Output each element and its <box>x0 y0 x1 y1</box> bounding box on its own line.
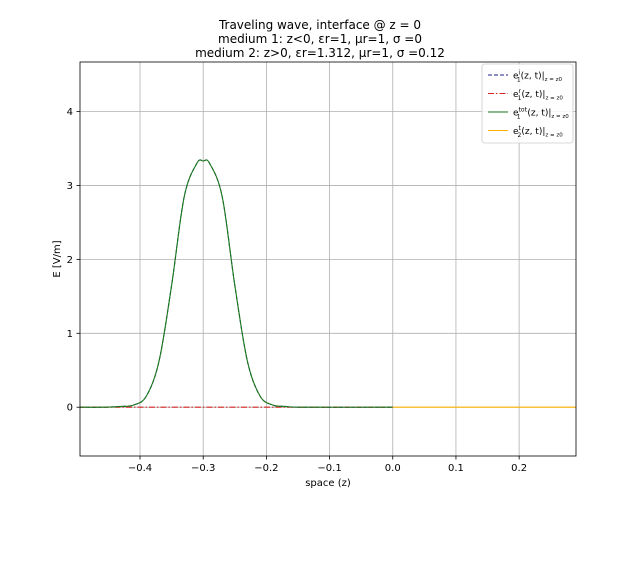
y-tick-label: 2 <box>67 255 73 266</box>
y-tick-label: 1 <box>67 329 73 340</box>
x-tick-label: −0.2 <box>254 463 278 474</box>
x-axis-label: space (z) <box>305 478 351 489</box>
legend-label-e1i-z-t-z-z0: ei 1(z, t)|z = z0 <box>513 70 563 84</box>
legend: ei 1(z, t)|z = z0 er 1(z, t)|z = z0 etot 1 (z,… <box>481 63 574 144</box>
x-tick-label: 0.0 <box>385 463 401 474</box>
chart-title-line-2: medium 1: z<0, εr=1, μr=1, σ =0 <box>218 32 422 46</box>
grid <box>80 62 576 456</box>
chart-title-line-3: medium 2: z>0, εr=1.312, μr=1, σ =0.12 <box>195 46 445 60</box>
legend-label-e1tot-z-t-z-z0: etot 1 (z, t)|z = z0 <box>513 107 569 121</box>
y-tick-label: 0 <box>67 403 73 414</box>
legend-box <box>481 63 574 144</box>
figure: Traveling wave, interface @ z = 0 medium… <box>52 18 577 489</box>
legend-label-e2t-z-t-z-z0: et 2(z, t)|z = z0 <box>513 125 563 139</box>
x-tick-label: 0.2 <box>511 463 527 474</box>
x-tick-label: −0.1 <box>317 463 341 474</box>
x-tick-label: 0.1 <box>448 463 464 474</box>
ticks: −0.4 −0.3 −0.2 −0.1 0.0 0.1 0.2 0 1 2 3 4 <box>67 107 527 474</box>
series-line-e1i-z-t-z-z0 <box>79 159 393 408</box>
series-line-e1tot-z-t-z-z0 <box>79 159 393 408</box>
chart-svg: −0.4 −0.3 −0.2 −0.1 0.0 0.1 0.2 0 1 2 3 4 space (z)… <box>52 61 577 489</box>
legend-label-e1r-z-t-z-z0: er 1(z, t)|z = z0 <box>513 88 563 102</box>
series-layer <box>79 159 576 408</box>
x-tick-label: −0.3 <box>191 463 215 474</box>
chart-title-line-1: Traveling wave, interface @ z = 0 <box>218 18 422 32</box>
y-tick-label: 3 <box>67 181 73 192</box>
x-tick-label: −0.4 <box>128 463 152 474</box>
y-tick-label: 4 <box>67 107 73 118</box>
y-axis-label: E [V/m] <box>52 240 63 277</box>
